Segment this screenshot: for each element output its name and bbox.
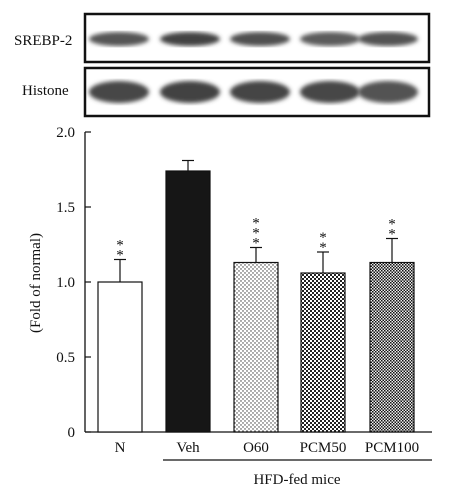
blot-label-histone: Histone [22,83,69,99]
bar-pcm100 [369,261,415,433]
x-tick-label-veh: Veh [176,440,200,456]
srebp2-band-1 [89,32,149,46]
bar-pcm50 [300,272,346,433]
y-tick-label: 2.0 [56,125,75,141]
blot-label-srebp2: SREBP-2 [14,33,72,49]
x-tick-label-pcm100: PCM100 [365,440,419,456]
histone-band-5 [358,81,418,103]
bar-n [97,281,143,433]
significance-pcm50: * * [319,230,327,256]
histone-bands [89,81,418,103]
bar-chart: (Fold of normal) 00.51.01.52.0 * ** * * * ** *… [28,125,432,488]
group-label: HFD-fed mice [253,472,340,488]
significance-pcm100: * * [388,217,396,243]
y-tick-label: 1.5 [56,200,75,216]
srebp2-band-2 [160,32,220,46]
bar-o60 [233,261,279,433]
histone-band-4 [300,81,360,103]
x-tick-label-o60: O60 [243,440,269,456]
blot-panel-histone: Histone [22,66,431,118]
y-tick-label: 0 [68,425,76,441]
srebp2-band-5 [358,32,418,46]
y-tick-label: 0.5 [56,350,75,366]
srebp2-band-3 [230,32,290,46]
bar-veh [165,170,211,433]
x-tick-label-n: N [115,440,126,456]
histone-band-2 [160,81,220,103]
histone-band-1 [89,81,149,103]
y-axis-label: (Fold of normal) [28,233,44,333]
histone-band-3 [230,81,290,103]
srebp2-band-4 [300,32,360,46]
blot-panel-srebp2: SREBP-2 [14,12,431,64]
y-tick-label: 1.0 [56,275,75,291]
significance-o60: * * * [252,216,260,252]
srebp2-bands [89,32,418,46]
significance-n: * * [116,238,124,264]
x-tick-label-pcm50: PCM50 [300,440,347,456]
